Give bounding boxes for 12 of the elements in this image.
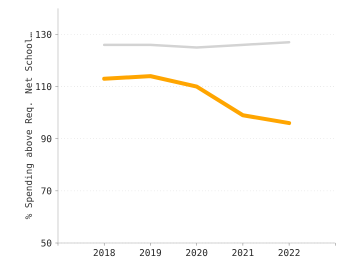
x-tick-label: 2018 — [94, 249, 115, 256]
y-tick-label: 90 — [41, 135, 52, 142]
x-tick-label: 2019 — [140, 249, 162, 256]
y-axis-title: % Spending above Req. Net School… — [24, 32, 34, 220]
y-tick-label: 50 — [41, 239, 52, 247]
y-tick-label: 110 — [36, 83, 52, 90]
x-tick-label: 2022 — [278, 249, 300, 256]
line-series — [102, 74, 292, 126]
y-tick-label: 70 — [41, 187, 52, 194]
x-tick-label: 2020 — [186, 249, 208, 256]
y-tick-label: 130 — [36, 30, 52, 38]
x-tick-label: 2021 — [232, 249, 254, 256]
